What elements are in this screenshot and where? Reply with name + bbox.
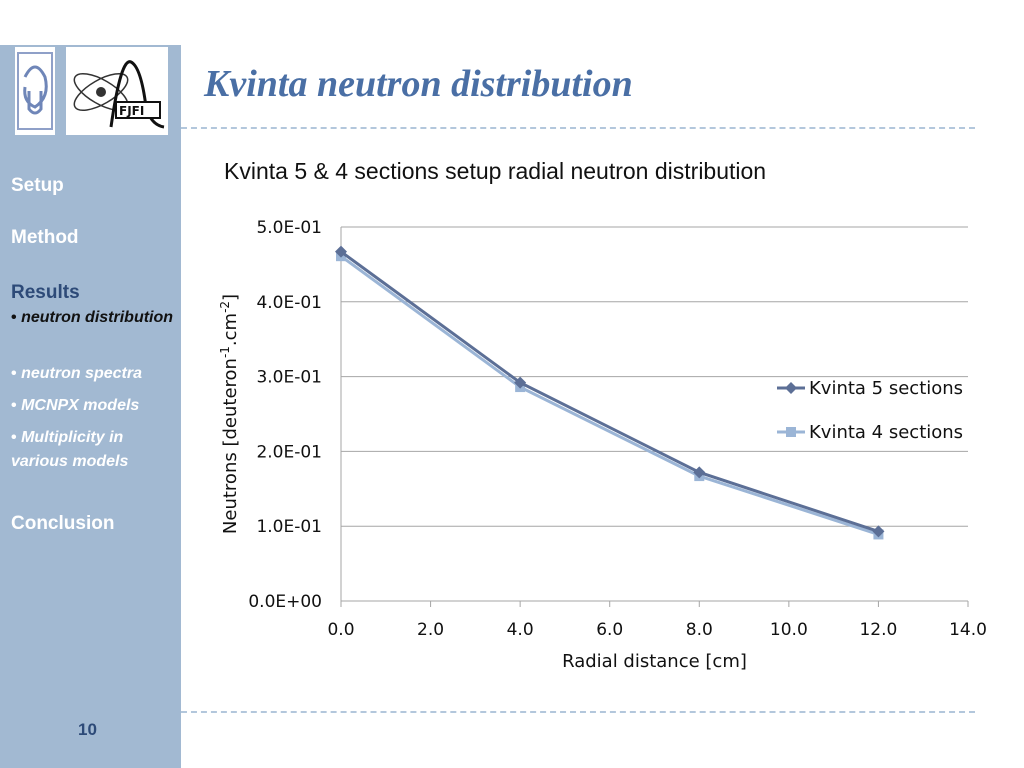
legend: Kvinta 5 sections Kvinta 4 sections	[777, 378, 963, 443]
y-tick-label: 2.0E-01	[256, 442, 322, 462]
y-axis-label-part: Neutrons [deuteron	[220, 358, 241, 534]
axes: 0.0E+00 1.0E-01 2.0E-01 3.0E-01 4.0E-01 5.0E-…	[248, 218, 987, 640]
legend-label: Kvinta 4 sections	[809, 422, 963, 443]
subitem-label: neutron spectra	[21, 365, 142, 382]
y-axis-label-part: .cm	[220, 313, 241, 346]
sidebar	[0, 45, 181, 768]
subitem-label: neutron distribution	[21, 309, 174, 326]
data-point-diamond	[514, 376, 527, 389]
nav-setup[interactable]: Setup	[11, 175, 64, 196]
subitem-label: Multiplicity in various models	[11, 429, 129, 470]
y-tick-label: 0.0E+00	[248, 592, 322, 612]
y-axis-label-exponent: -1	[218, 346, 232, 358]
nav-subitem-neutron-distribution[interactable]: • neutron distribution	[11, 306, 179, 330]
bullet: •	[11, 397, 17, 414]
slide-title: Kvinta neutron distribution	[204, 63, 633, 105]
bullet: •	[11, 365, 17, 382]
ujf-logo-graphic	[17, 52, 53, 130]
bullet: •	[11, 429, 17, 446]
fjfi-logo-graphic: FJFI	[73, 60, 165, 129]
y-axis-label: Neutrons [deuteron-1.cm-2]	[218, 294, 241, 534]
title-divider	[181, 127, 975, 129]
line-chart: 0.0E+00 1.0E-01 2.0E-01 3.0E-01 4.0E-01 5.0E-…	[218, 218, 987, 672]
y-tick-label: 3.0E-01	[256, 368, 322, 388]
x-tick-label: 8.0	[686, 620, 713, 640]
y-axis-label-exponent: -2	[218, 301, 232, 313]
chart-title: Kvinta 5 & 4 sections setup radial neutr…	[224, 158, 767, 184]
nav-conclusion[interactable]: Conclusion	[11, 513, 115, 534]
nav-subitem-mcnpx-models[interactable]: • MCNPX models	[11, 394, 179, 418]
legend-label: Kvinta 5 sections	[809, 378, 963, 399]
grid-lines	[341, 226, 968, 527]
y-tick-label: 5.0E-01	[256, 218, 322, 238]
ujf-logo	[15, 47, 55, 135]
nav-results[interactable]: Results	[11, 282, 80, 303]
y-axis-label-part: ]	[220, 294, 241, 301]
x-tick-label: 6.0	[596, 620, 623, 640]
x-axis-label: Radial distance [cm]	[562, 651, 747, 672]
nav-subitem-neutron-spectra[interactable]: • neutron spectra	[11, 362, 179, 386]
series-line	[340, 254, 879, 536]
y-tick-label: 1.0E-01	[256, 517, 322, 537]
page-number: 10	[78, 720, 97, 739]
fjfi-logo: FJFI	[66, 47, 168, 135]
x-tick-label: 12.0	[859, 620, 897, 640]
legend-marker-diamond	[785, 382, 797, 394]
x-tick-label: 4.0	[507, 620, 534, 640]
y-tick-label: 4.0E-01	[256, 293, 322, 313]
series-line	[340, 250, 879, 533]
data-point-diamond	[335, 245, 347, 258]
logo-area: FJFI	[0, 45, 181, 140]
bullet: •	[11, 309, 17, 326]
x-tick-label: 10.0	[770, 620, 808, 640]
x-tick-label: 0.0	[327, 620, 354, 640]
data-point-diamond	[872, 525, 885, 538]
data-point-diamond	[693, 466, 706, 479]
nav-method[interactable]: Method	[11, 227, 79, 248]
nav-subitem-multiplicity[interactable]: • Multiplicity in various models	[11, 426, 179, 474]
x-tick-label: 14.0	[949, 620, 987, 640]
data-series	[335, 245, 885, 540]
legend-marker-square	[786, 427, 796, 437]
footer-divider	[181, 711, 975, 713]
x-tick-label: 2.0	[417, 620, 444, 640]
subitem-label: MCNPX models	[21, 397, 140, 414]
svg-text:FJFI: FJFI	[119, 104, 144, 118]
